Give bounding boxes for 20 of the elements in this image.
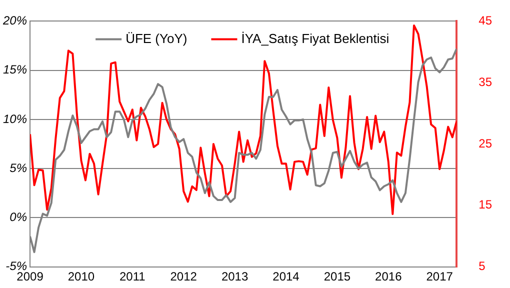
y2-tick-label: 35 — [478, 74, 492, 89]
x-tick-label: 2012 — [170, 269, 198, 284]
y2-tick-label: 15 — [478, 198, 492, 212]
y2-tick-label: 5 — [478, 259, 486, 274]
y-tick-label: 0% — [10, 210, 28, 224]
y-tick-label: 20% — [2, 14, 28, 28]
y2-tick-label: 45 — [478, 14, 492, 28]
legend-label: İYA_Satış Fiyat Beklentisi — [241, 30, 390, 46]
x-tick-label: 2011 — [120, 269, 146, 284]
y-tick-label: 10% — [2, 112, 28, 126]
x-tick-label: 2017 — [426, 269, 454, 284]
y-tick-label: 5% — [10, 160, 28, 175]
legend-label: ÜFE (YoY) — [126, 30, 188, 46]
x-tick-label: 2015 — [324, 269, 351, 284]
y2-tick-label: 25 — [478, 136, 492, 150]
x-tick-label: 2016 — [375, 269, 402, 284]
x-tick-label: 2013 — [221, 269, 248, 284]
x-tick-label: 2010 — [68, 269, 95, 284]
x-tick-label: 2014 — [272, 269, 300, 284]
y-tick-label: 15% — [2, 62, 28, 77]
